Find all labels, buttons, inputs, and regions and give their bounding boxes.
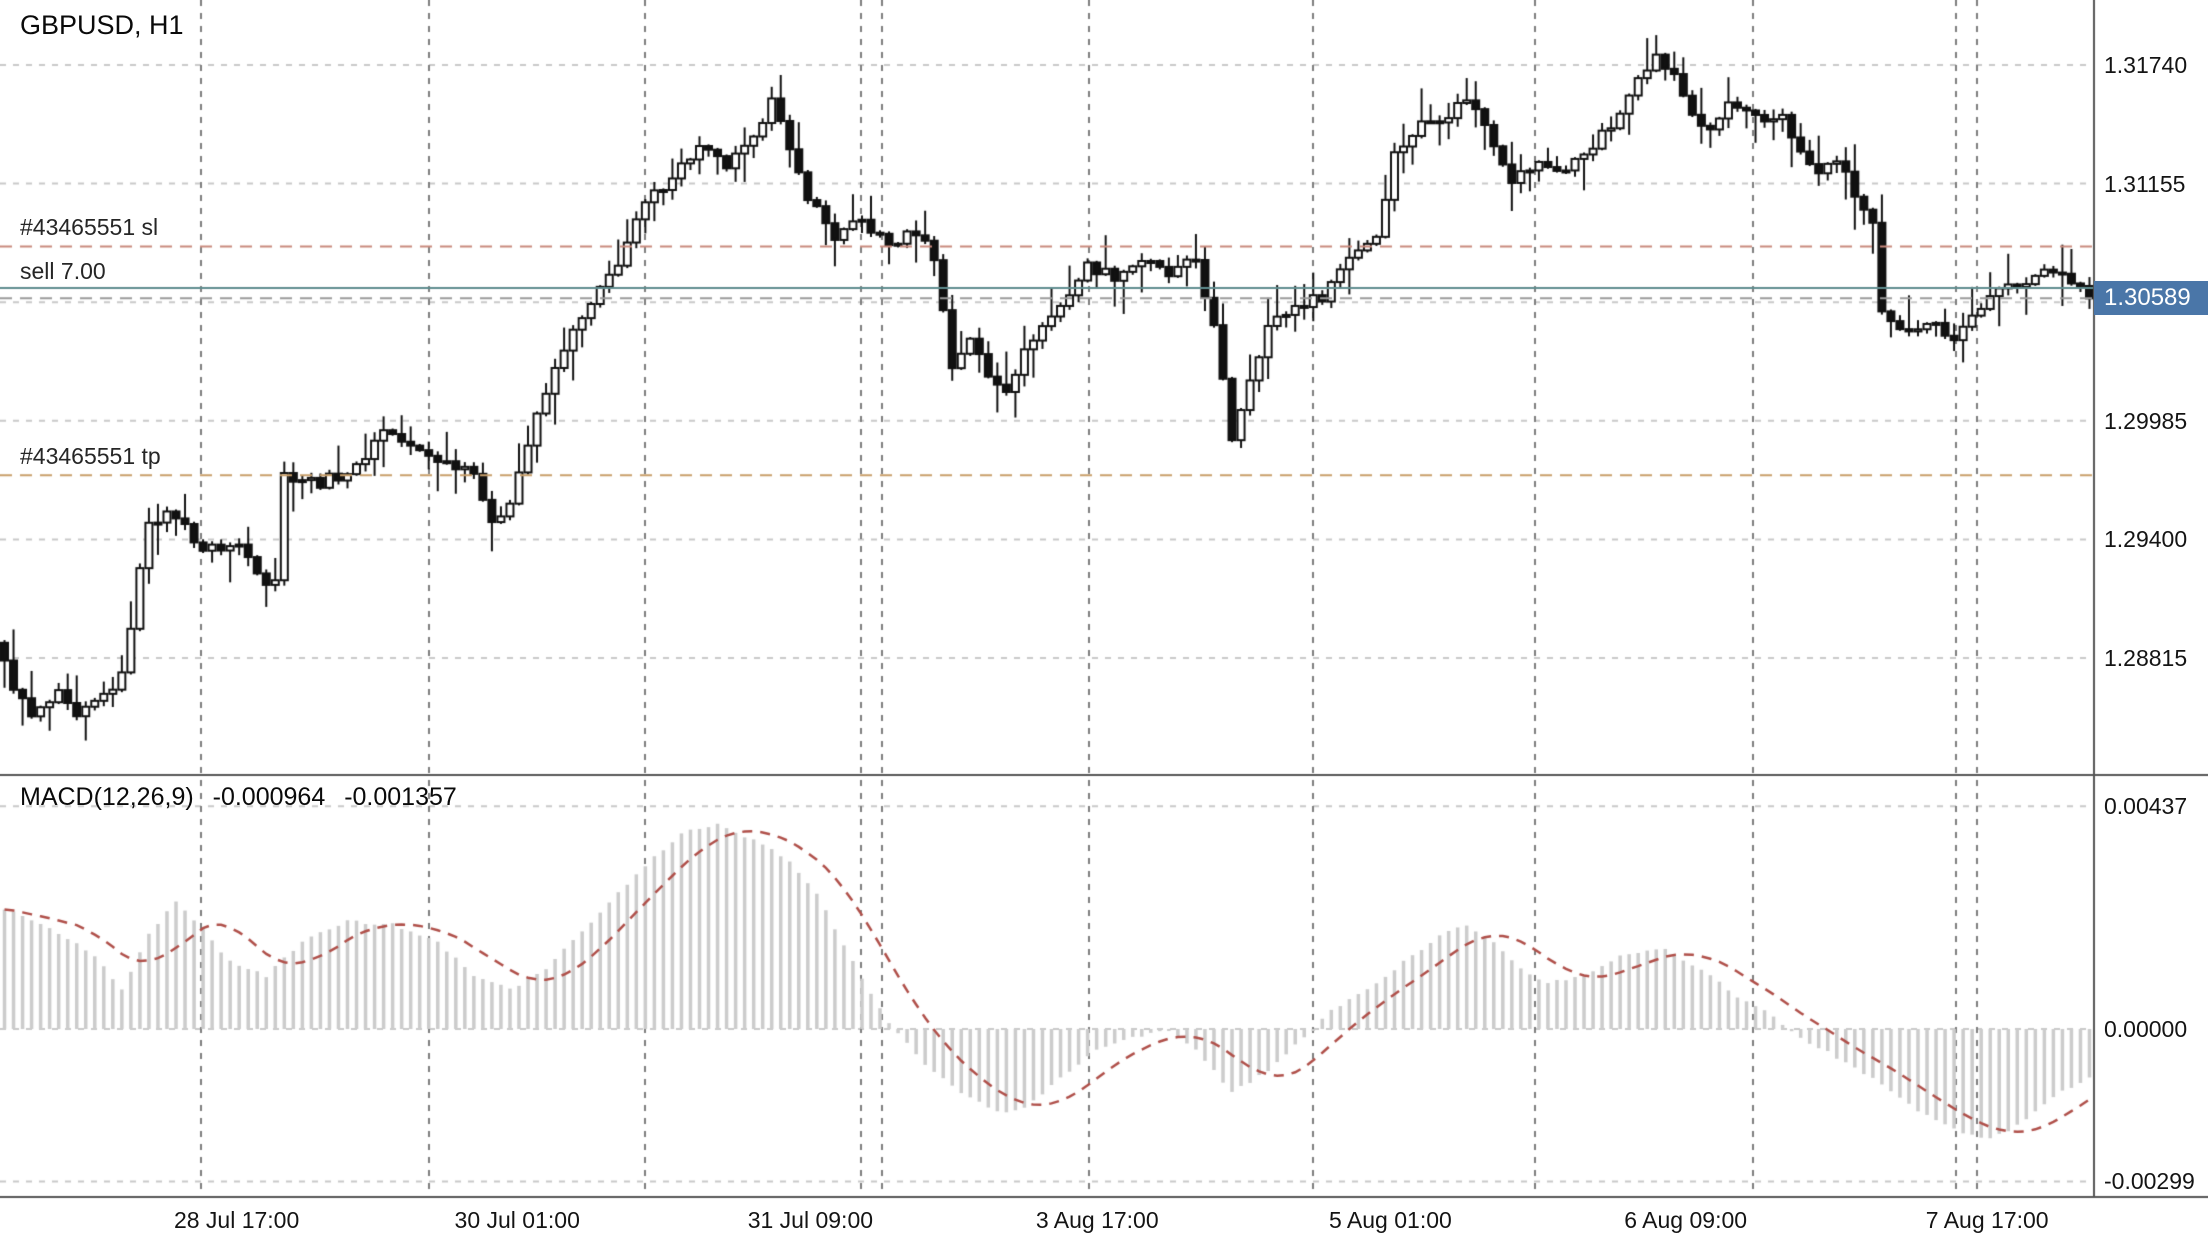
chart-canvas[interactable] [0,0,2208,1242]
chart-window: { "header": { "symbol_label": "GBPUSD, H… [0,0,2208,1242]
